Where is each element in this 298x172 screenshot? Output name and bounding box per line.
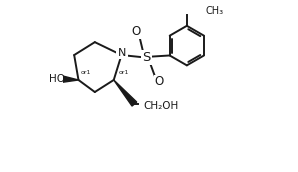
Text: N: N	[118, 48, 126, 58]
Text: HO: HO	[49, 74, 65, 84]
Text: CH₂OH: CH₂OH	[144, 101, 179, 111]
Text: or1: or1	[81, 70, 91, 75]
Polygon shape	[114, 80, 137, 106]
Text: O: O	[131, 25, 140, 38]
Text: or1: or1	[119, 70, 129, 75]
Text: S: S	[142, 51, 150, 64]
Text: O: O	[155, 75, 164, 88]
Polygon shape	[63, 76, 78, 82]
Text: CH₃: CH₃	[205, 6, 224, 16]
